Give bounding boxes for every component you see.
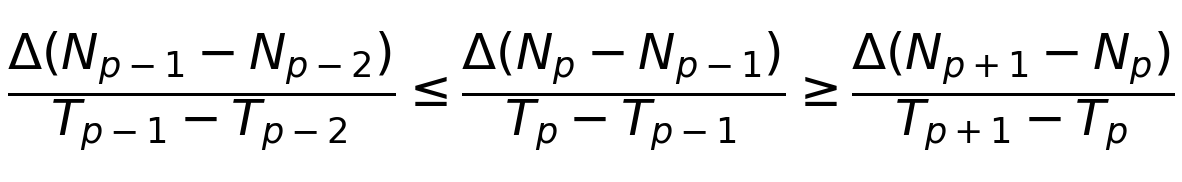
Text: $\dfrac{\Delta(N_{p-1} - N_{p-2})}{T_{p-1} - T_{p-2}} \leq \dfrac{\Delta(N_{p} -: $\dfrac{\Delta(N_{p-1} - N_{p-2})}{T_{p-… — [7, 29, 1175, 153]
